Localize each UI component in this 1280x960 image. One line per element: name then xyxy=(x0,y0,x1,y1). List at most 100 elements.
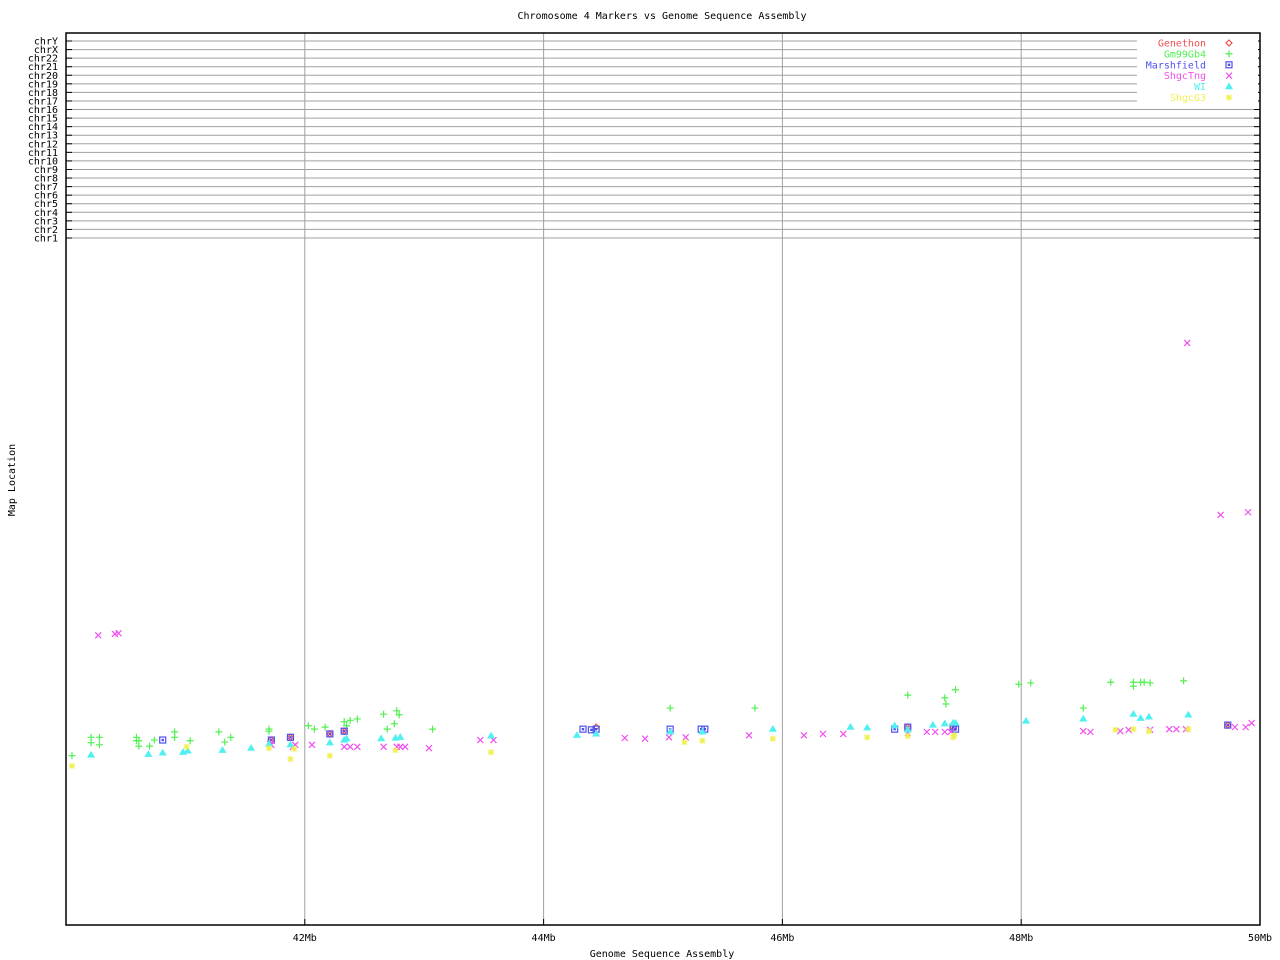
data-point-wi xyxy=(487,731,496,739)
data-point-gm99gb4 xyxy=(390,720,398,728)
chart-title: Chromosome 4 Markers vs Genome Sequence … xyxy=(518,11,807,22)
y-tick-label: chr11 xyxy=(28,148,58,159)
data-point-gm99gb4 xyxy=(380,710,388,718)
data-point-wi xyxy=(698,727,707,735)
data-point-shgctng xyxy=(745,731,753,739)
data-point-wi xyxy=(768,724,777,732)
y-tick-label: chr15 xyxy=(28,114,58,125)
data-point-gm99gb4 xyxy=(941,694,949,702)
y-tick-label: chr1 xyxy=(34,234,58,245)
data-point-shgctng xyxy=(641,735,649,743)
data-point-wi xyxy=(1079,714,1088,722)
data-point-shgctng xyxy=(1242,723,1250,731)
y-tick-label: chr12 xyxy=(28,139,58,150)
data-point-shgctng xyxy=(621,734,629,742)
data-point-shgcg3 xyxy=(950,734,957,741)
data-point-marshfield xyxy=(326,730,334,738)
data-point-wi xyxy=(928,720,937,728)
data-point-gm99gb4 xyxy=(904,691,912,699)
legend-label: ShgcTng xyxy=(1164,71,1206,82)
data-point-gm99gb4 xyxy=(265,727,273,735)
data-point-wi xyxy=(396,733,405,740)
data-point-marshfield xyxy=(340,727,348,735)
data-point-shgctng xyxy=(425,744,433,752)
data-point-shgcg3 xyxy=(769,735,776,742)
data-point-shgctng xyxy=(819,730,827,738)
y-tick-label: chr4 xyxy=(34,208,58,219)
y-tick-label: chr22 xyxy=(28,54,58,65)
data-point-shgcg3 xyxy=(1145,728,1152,735)
x-tick-label: 46Mb xyxy=(770,933,794,944)
data-point-gm99gb4 xyxy=(146,742,154,750)
data-point-gm99gb4 xyxy=(353,715,361,723)
data-point-wi xyxy=(572,731,582,738)
y-tick-label: chr14 xyxy=(28,122,58,133)
y-tick-label: chr17 xyxy=(28,96,58,107)
data-point-shgctng xyxy=(1087,728,1094,736)
data-point-gm99gb4 xyxy=(942,700,950,708)
data-point-wi xyxy=(286,740,295,748)
data-point-gm99gb4 xyxy=(95,741,103,749)
data-point-shgctng xyxy=(1248,719,1256,727)
data-point-marshfield xyxy=(1224,721,1232,729)
data-point-gm99gb4 xyxy=(751,704,759,712)
data-point-wi xyxy=(666,727,675,735)
data-point-gm99gb4 xyxy=(87,739,95,747)
data-point-marshfield xyxy=(579,725,587,733)
data-point-shgctng xyxy=(1183,339,1191,347)
data-point-wi xyxy=(247,744,256,751)
data-point-shgctng xyxy=(800,731,808,739)
data-point-shgctng xyxy=(1079,727,1087,735)
data-point-shgctng xyxy=(346,743,354,751)
y-tick-label: chrX xyxy=(34,45,58,56)
data-point-wi xyxy=(1021,716,1031,724)
data-point-shgctng xyxy=(1165,725,1173,733)
data-point-shgcg3 xyxy=(904,732,911,739)
y-tick-label: chr6 xyxy=(34,191,58,202)
data-point-shgcg3 xyxy=(1112,726,1119,733)
data-point-shgctng xyxy=(340,743,348,751)
data-point-shgcg3 xyxy=(265,745,272,752)
x-tick-label: 50Mb xyxy=(1248,933,1272,944)
data-point-gm99gb4 xyxy=(95,733,103,741)
data-point-wi xyxy=(1144,712,1154,720)
data-point-shgcg3 xyxy=(681,739,688,746)
y-tick-label: chr3 xyxy=(34,216,58,227)
data-point-wi xyxy=(890,721,899,729)
data-point-shgctng xyxy=(353,743,361,751)
y-tick-label: chr5 xyxy=(34,199,58,210)
data-point-wi xyxy=(342,734,351,742)
x-tick-label: 42Mb xyxy=(293,933,317,944)
legend-label: WI xyxy=(1194,82,1206,93)
data-point-shgctng xyxy=(839,730,847,738)
x-tick-label: 44Mb xyxy=(532,933,556,944)
x-tick-label: 48Mb xyxy=(1009,933,1033,944)
data-point-gm99gb4 xyxy=(346,716,354,724)
y-tick-label: chr10 xyxy=(28,156,58,167)
y-tick-label: chr19 xyxy=(28,79,58,90)
y-tick-label: chr20 xyxy=(28,71,58,82)
data-point-wi xyxy=(846,722,855,730)
y-tick-label: chr21 xyxy=(28,62,58,73)
x-axis-ticks: 42Mb 44Mb 46Mb 48Mb 50Mb xyxy=(293,919,1272,944)
data-point-gm99gb4 xyxy=(383,725,391,733)
data-point-shgcg3 xyxy=(326,752,333,759)
y-tick-label: chr13 xyxy=(28,131,58,142)
data-point-shgcg3 xyxy=(864,734,871,741)
data-point-wi xyxy=(183,746,192,754)
data-point-shgctng xyxy=(1172,725,1180,733)
data-point-wi xyxy=(1129,710,1138,717)
data-point-gm99gb4 xyxy=(310,725,318,733)
data-point-shgcg3 xyxy=(699,737,706,744)
data-point-gm99gb4 xyxy=(227,733,235,741)
data-point-shgctng xyxy=(682,733,690,741)
y-tick-label: chr7 xyxy=(34,182,58,193)
data-point-shgctng xyxy=(941,728,949,736)
data-point-shgctng xyxy=(1217,511,1225,519)
y-tick-label: chrY xyxy=(34,37,58,48)
data-point-shgctng xyxy=(1125,726,1133,734)
data-point-gm99gb4 xyxy=(1027,679,1035,687)
legend-marker-shgctng xyxy=(1225,72,1233,80)
